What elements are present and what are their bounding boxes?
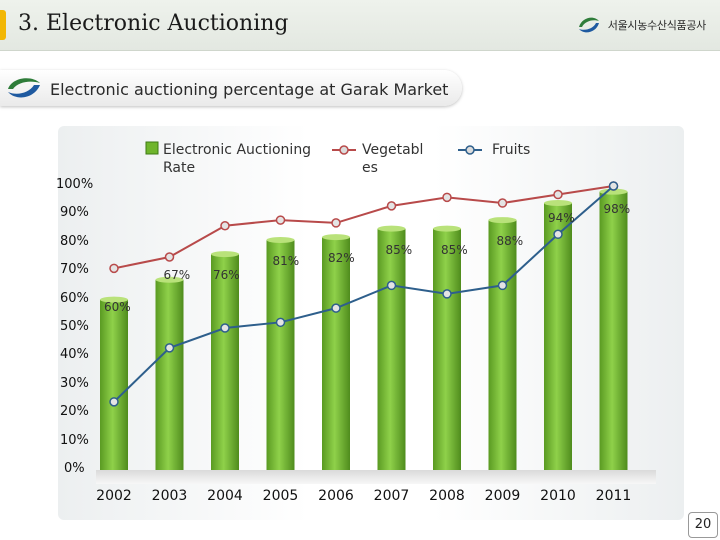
vegetables-point (553, 189, 563, 200)
rate-bar (599, 191, 628, 470)
vegetables-point (275, 215, 286, 225)
vegetables-point (386, 201, 397, 211)
rate-bar-cap (266, 236, 295, 243)
rate-bar-cap (488, 217, 517, 224)
rate-bar (488, 220, 517, 470)
y-tick-label: 10% (60, 432, 89, 448)
chart-floor (96, 470, 656, 484)
fruits-point (553, 229, 563, 240)
fruits-point (275, 317, 286, 328)
rate-bar-cap (377, 225, 406, 232)
rate-data-label: 60% (104, 299, 131, 314)
organization-logo: 서울시농수산식품공사 (576, 12, 706, 38)
subtitle-swirl-icon (8, 78, 40, 98)
x-tick-label: 2004 (207, 488, 243, 504)
rate-data-label: 81% (272, 253, 300, 268)
title-bar: 3. Electronic Auctioning 서울시농수산식품공사 (0, 0, 720, 51)
rate-bar-cap (211, 251, 239, 258)
rate-data-label: 85% (385, 242, 413, 257)
y-tick-label: 60% (60, 290, 89, 306)
x-tick-label: 2010 (540, 488, 576, 504)
fruits-point (164, 343, 175, 353)
x-tick-label: 2009 (484, 488, 521, 504)
y-tick-label: 50% (60, 319, 89, 334)
x-tick-label: 2002 (96, 488, 132, 504)
rate-data-label: 94% (548, 211, 575, 226)
x-tick-label: 2011 (595, 488, 632, 504)
logo-text: 서울시농수산식품공사 (607, 19, 707, 32)
logo-swirl-icon (578, 17, 599, 33)
rate-bar-cap (155, 276, 184, 283)
y-tick-label: 100% (56, 177, 94, 192)
vegetables-point (164, 252, 175, 262)
rate-bar-cap (322, 234, 350, 241)
rate-bar (155, 279, 184, 470)
vegetables-point (331, 218, 341, 228)
rate-bar-cap (100, 296, 128, 303)
legend-vegetables-marker (339, 145, 349, 155)
y-tick-label: 30% (60, 375, 89, 391)
chart-subtitle: Electronic auctioning percentage at Gara… (50, 80, 449, 99)
vegetables-point (497, 198, 508, 208)
rate-bar (377, 228, 406, 470)
rate-bar (100, 299, 128, 470)
rate-data-label: 67% (163, 267, 191, 282)
page-title: 3. Electronic Auctioning (18, 11, 289, 36)
y-tick-label: 40% (60, 347, 89, 363)
vegetables-point (109, 263, 119, 274)
rate-bar (322, 237, 350, 470)
y-tick-label: 80% (60, 233, 89, 249)
y-tick-label: 70% (60, 262, 89, 278)
fruits-point (442, 289, 452, 299)
x-tick-label: 2007 (373, 488, 410, 504)
rate-bar (266, 239, 295, 470)
rate-bar-cap (433, 225, 461, 232)
rate-data-label: 85% (441, 242, 468, 257)
rate-data-label: 88% (496, 234, 524, 249)
legend-rate-label: Electronic Auctioning Rate (163, 142, 312, 176)
vegetables-line (113, 185, 614, 270)
legend-fruits-label: Fruits (492, 142, 531, 158)
y-tick-label: 20% (60, 404, 89, 420)
rate-data-label: 82% (328, 251, 355, 266)
fruits-point (386, 280, 397, 291)
legend-rate-swatch (145, 141, 159, 155)
page-number: 20 (688, 512, 718, 538)
y-tick-label: 0% (64, 461, 85, 476)
subtitle-band (0, 70, 462, 106)
rate-bar (544, 203, 572, 471)
y-tick-label: 90% (60, 205, 89, 221)
x-tick-label: 2008 (429, 488, 465, 504)
rate-data-label: 98% (603, 201, 631, 216)
fruits-point (608, 181, 619, 191)
rate-data-label: 76% (213, 268, 240, 283)
x-tick-label: 2006 (318, 488, 354, 504)
rate-bar (211, 254, 239, 470)
x-tick-label: 2005 (262, 488, 299, 504)
fruits-point (109, 397, 119, 407)
legend-vegetables-label: Vegetabl es (362, 142, 424, 176)
x-tick-label: 2003 (151, 488, 188, 504)
vegetables-point (220, 221, 230, 231)
rate-bar-cap (544, 200, 572, 207)
rate-bar (433, 228, 461, 470)
fruits-point (220, 323, 230, 333)
legend-fruits-marker (465, 145, 475, 155)
title-accent-tab (0, 10, 6, 40)
fruits-point (331, 303, 341, 313)
vegetables-point (442, 192, 452, 203)
fruits-line (113, 185, 615, 403)
fruits-point (497, 280, 508, 291)
